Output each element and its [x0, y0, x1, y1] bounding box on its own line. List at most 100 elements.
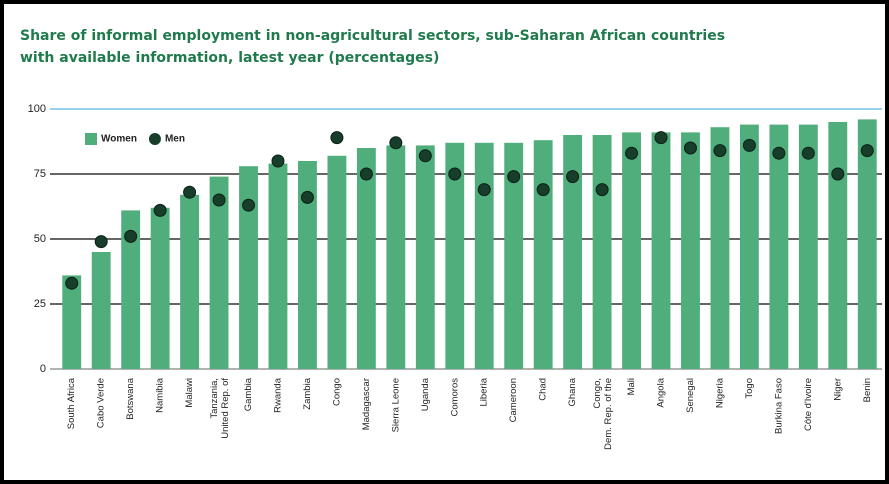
x-tick-label: Botswana [125, 377, 136, 419]
x-tick-label: Gambia [243, 377, 254, 411]
x-tick-label: Benin [862, 378, 873, 402]
x-tick-label: Congo,Dem. Rep. of the [592, 378, 614, 450]
bar [592, 135, 612, 369]
dot [212, 193, 226, 207]
dot [418, 149, 432, 163]
bar [415, 145, 435, 369]
x-tick-label: Cabo Verde [96, 378, 107, 428]
bar [857, 119, 877, 370]
x-tick-label: Malawi [184, 378, 195, 408]
bar [327, 155, 347, 369]
bar [622, 132, 641, 369]
dot [860, 144, 874, 158]
dot [271, 154, 285, 168]
x-tick-label-line: Dem. Rep. of the [603, 378, 614, 450]
bar [91, 252, 111, 369]
legend-marker [85, 133, 97, 145]
x-tick-label: South Africa [66, 377, 77, 429]
dot [625, 146, 639, 160]
x-tick-label: Côte d'Ivoire [803, 378, 814, 431]
bar [445, 142, 465, 369]
bar [150, 207, 170, 369]
x-tick-label-line: Tanzania, [209, 378, 220, 419]
x-tick-label: Madagascar [361, 378, 372, 430]
bar [563, 135, 583, 369]
dot [772, 146, 786, 160]
x-tick-label: Uganda [420, 377, 431, 411]
bar [386, 145, 406, 369]
dot [801, 146, 815, 160]
x-tick-label: Congo [331, 378, 342, 406]
bar [298, 161, 317, 369]
y-tick-label: 0 [40, 363, 46, 375]
dot [448, 167, 462, 181]
dot [683, 141, 697, 155]
dot [153, 203, 167, 217]
dot [507, 170, 521, 184]
x-tick-label: Burkina Faso [773, 378, 784, 434]
bar [504, 142, 524, 369]
bar [828, 122, 848, 369]
chart-title: Share of informal employment in non-agri… [20, 28, 725, 44]
bar [356, 148, 376, 369]
x-tick-label: Liberia [479, 377, 490, 406]
dot [124, 229, 138, 243]
bar [710, 127, 730, 369]
legend-label: Men [165, 134, 185, 145]
chart-title: with available information, latest year … [20, 50, 439, 66]
bar [769, 124, 789, 369]
bar [180, 194, 200, 369]
dot [477, 183, 491, 197]
legend-label: Women [101, 134, 137, 145]
x-tick-label: Togo [744, 378, 755, 399]
y-tick-label: 25 [34, 298, 46, 310]
y-tick-label: 75 [34, 168, 46, 180]
bar [239, 166, 258, 369]
x-tick-label: Niger [832, 378, 843, 401]
x-tick-label: Zambia [302, 377, 313, 409]
dot [65, 276, 79, 290]
bar [798, 124, 818, 369]
bar [681, 132, 700, 369]
x-tick-label: Angola [656, 377, 667, 407]
bar [651, 132, 671, 369]
x-tick-label: Cameroon [508, 378, 519, 422]
y-tick-label: 100 [28, 103, 46, 115]
dot [183, 185, 197, 199]
x-tick-label: Ghana [567, 377, 578, 406]
dot [330, 131, 344, 145]
x-tick-label: Namibia [155, 377, 166, 413]
dot [300, 190, 314, 204]
legend-marker [148, 133, 161, 145]
x-tick-label: Comoros [449, 378, 460, 417]
bar [533, 140, 553, 369]
dot [595, 183, 609, 197]
x-tick-label: Senegal [685, 378, 696, 413]
y-tick-label: 50 [34, 233, 46, 245]
dot [359, 167, 373, 181]
bar [739, 124, 759, 369]
x-tick-label: Sierra Leone [390, 378, 401, 432]
dot [94, 235, 108, 249]
bar [121, 210, 141, 369]
dot [742, 138, 756, 152]
x-tick-label: Chad [538, 378, 549, 401]
bar [62, 275, 82, 369]
bar [474, 142, 494, 369]
bar [209, 176, 229, 369]
bar [268, 163, 288, 369]
dot [536, 183, 550, 197]
dot [566, 170, 580, 184]
dot [654, 131, 668, 145]
x-tick-label: Tanzania,United Rep. of [209, 378, 231, 439]
dot [831, 167, 845, 181]
x-tick-label-line: United Rep. of [220, 378, 231, 439]
dot [713, 144, 727, 158]
x-tick-label: Mali [626, 378, 637, 395]
dot [389, 136, 403, 150]
dot [242, 198, 256, 212]
x-tick-label-line: Congo, [592, 378, 603, 409]
x-tick-label: Nigeria [714, 377, 725, 408]
